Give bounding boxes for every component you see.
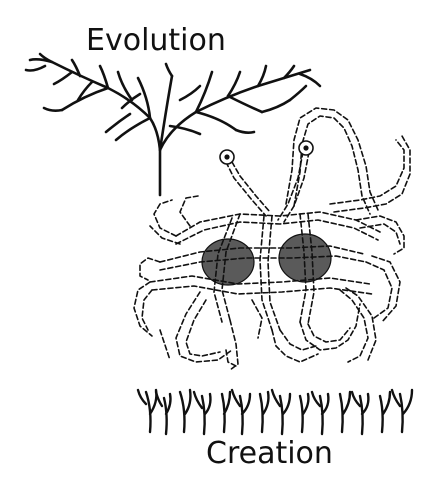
evolution-label: Evolution: [86, 23, 226, 58]
noodle-body: [149, 211, 381, 331]
spaghetti-monster: [133, 107, 411, 371]
creation-label: Creation: [206, 436, 333, 471]
eyes: [219, 140, 314, 165]
creation-sprouts: [136, 388, 414, 436]
eye-stalks: [225, 151, 310, 223]
noodly-appendages: [133, 107, 411, 371]
evolution-tree: [24, 52, 322, 197]
